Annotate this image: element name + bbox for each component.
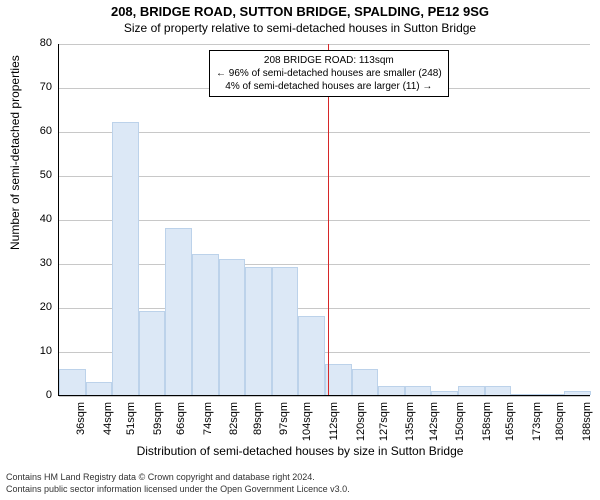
x-tick-label: 66sqm: [175, 402, 187, 446]
annotation-line: 4% of semi-detached houses are larger (1…: [216, 80, 442, 93]
y-tick-label: 60: [30, 125, 52, 137]
histogram-bar: [272, 267, 299, 395]
histogram-bar: [192, 254, 219, 395]
grid-line: [59, 44, 590, 45]
x-tick-label: 44sqm: [102, 402, 114, 446]
histogram-bar: [405, 386, 432, 395]
y-tick-label: 20: [30, 301, 52, 313]
x-tick-label: 51sqm: [125, 402, 137, 446]
histogram-bar: [59, 369, 86, 395]
histogram-bar: [458, 386, 485, 395]
annotation-line: 208 BRIDGE ROAD: 113sqm: [216, 54, 442, 67]
footer-line-2: Contains public sector information licen…: [6, 484, 350, 496]
histogram-bar: [378, 386, 405, 395]
histogram-bar: [538, 394, 565, 395]
histogram-bar: [86, 382, 113, 395]
x-tick-label: 142sqm: [428, 402, 440, 446]
y-axis-label: Number of semi-detached properties: [8, 55, 22, 250]
x-tick-label: 59sqm: [152, 402, 164, 446]
histogram-bar: [352, 369, 379, 395]
x-tick-label: 112sqm: [328, 402, 340, 446]
y-tick-label: 50: [30, 169, 52, 181]
histogram-bar: [511, 394, 538, 395]
x-tick-label: 127sqm: [378, 402, 390, 446]
y-tick-label: 10: [30, 345, 52, 357]
y-tick-label: 30: [30, 257, 52, 269]
histogram-bar: [485, 386, 512, 395]
chart-container: 208, BRIDGE ROAD, SUTTON BRIDGE, SPALDIN…: [0, 0, 600, 500]
x-tick-label: 97sqm: [278, 402, 290, 446]
x-tick-label: 89sqm: [252, 402, 264, 446]
x-tick-label: 180sqm: [554, 402, 566, 446]
histogram-bar: [431, 391, 458, 395]
histogram-bar: [245, 267, 272, 395]
x-tick-label: 150sqm: [454, 402, 466, 446]
x-tick-label: 104sqm: [301, 402, 313, 446]
x-tick-label: 135sqm: [404, 402, 416, 446]
y-tick-label: 80: [30, 37, 52, 49]
x-tick-label: 120sqm: [355, 402, 367, 446]
annotation-box: 208 BRIDGE ROAD: 113sqm← 96% of semi-det…: [209, 50, 449, 97]
y-tick-label: 70: [30, 81, 52, 93]
annotation-line: ← 96% of semi-detached houses are smalle…: [216, 67, 442, 80]
grid-line: [59, 396, 590, 397]
x-tick-label: 165sqm: [504, 402, 516, 446]
chart-title: 208, BRIDGE ROAD, SUTTON BRIDGE, SPALDIN…: [0, 4, 600, 21]
chart-subtitle: Size of property relative to semi-detach…: [0, 21, 600, 35]
histogram-bar: [112, 122, 139, 395]
histogram-bar: [219, 259, 246, 395]
histogram-bar: [564, 391, 591, 395]
plot-area: 208 BRIDGE ROAD: 113sqm← 96% of semi-det…: [58, 44, 590, 396]
x-tick-label: 36sqm: [75, 402, 87, 446]
x-axis-label: Distribution of semi-detached houses by …: [0, 444, 600, 458]
y-tick-label: 40: [30, 213, 52, 225]
histogram-bar: [165, 228, 192, 395]
histogram-bar: [139, 311, 166, 395]
x-tick-label: 158sqm: [481, 402, 493, 446]
footer-line-1: Contains HM Land Registry data © Crown c…: [6, 472, 315, 484]
x-tick-label: 74sqm: [202, 402, 214, 446]
histogram-bar: [298, 316, 325, 395]
x-tick-label: 173sqm: [531, 402, 543, 446]
x-tick-label: 188sqm: [581, 402, 593, 446]
y-tick-label: 0: [30, 389, 52, 401]
x-tick-label: 82sqm: [228, 402, 240, 446]
